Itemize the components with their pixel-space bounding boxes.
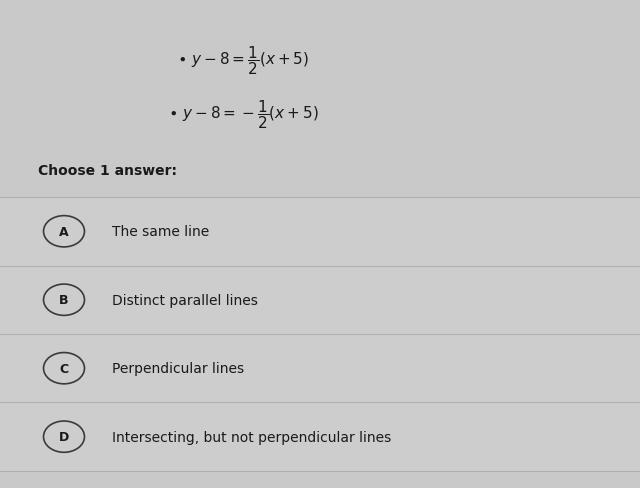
Text: C: C — [60, 362, 68, 375]
Text: The same line: The same line — [112, 225, 209, 239]
Text: Choose 1 answer:: Choose 1 answer: — [38, 163, 177, 178]
Text: Distinct parallel lines: Distinct parallel lines — [112, 293, 258, 307]
Bar — [0, 198, 640, 266]
Bar — [0, 403, 640, 471]
Text: $\bullet\ y - 8 = \dfrac{1}{2}(x + 5)$: $\bullet\ y - 8 = \dfrac{1}{2}(x + 5)$ — [177, 44, 309, 77]
Bar — [0, 334, 640, 403]
Text: A: A — [59, 225, 69, 238]
Text: B: B — [60, 294, 68, 306]
Text: Intersecting, but not perpendicular lines: Intersecting, but not perpendicular line… — [112, 430, 391, 444]
Text: D: D — [59, 430, 69, 443]
Text: Perpendicular lines: Perpendicular lines — [112, 362, 244, 375]
Text: $\bullet\ y - 8 = -\dfrac{1}{2}(x + 5)$: $\bullet\ y - 8 = -\dfrac{1}{2}(x + 5)$ — [168, 98, 319, 130]
Bar — [0, 266, 640, 334]
